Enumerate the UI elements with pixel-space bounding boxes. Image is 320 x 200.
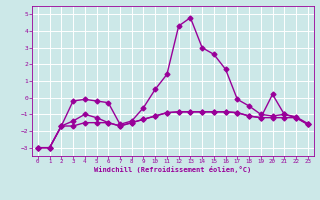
X-axis label: Windchill (Refroidissement éolien,°C): Windchill (Refroidissement éolien,°C) [94, 166, 252, 173]
